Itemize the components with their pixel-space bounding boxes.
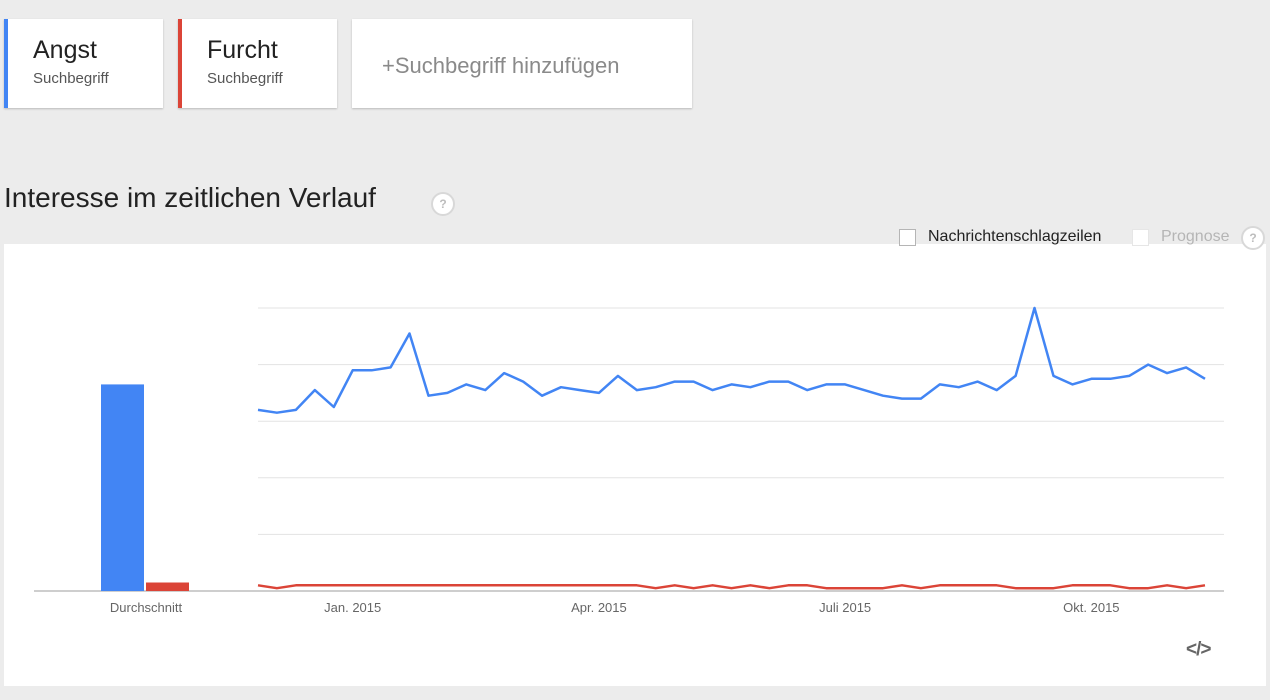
forecast-label: Prognose (1161, 228, 1230, 245)
average-label: Durchschnitt (110, 600, 183, 615)
forecast-help-icon[interactable]: ? (1241, 226, 1265, 250)
term-name: Furcht (207, 36, 278, 64)
embed-code-icon[interactable]: </> (1186, 639, 1212, 660)
average-bar-angst (101, 384, 144, 591)
term-color-bar (178, 19, 182, 108)
term-type: Suchbegriff (33, 70, 109, 87)
term-color-bar (4, 19, 8, 108)
news-headlines-label: Nachrichtenschlagzeilen (928, 228, 1102, 245)
x-tick-label: Apr. 2015 (571, 600, 627, 615)
average-bar-furcht (146, 582, 189, 591)
series-line-angst (257, 306, 1206, 414)
x-tick-label: Jan. 2015 (324, 600, 381, 615)
forecast-checkbox[interactable] (1132, 229, 1149, 246)
term-type: Suchbegriff (207, 70, 283, 87)
series-line-furcht (257, 584, 1206, 590)
term-card-furcht[interactable]: Furcht Suchbegriff (178, 19, 337, 108)
x-tick-label: Juli 2015 (819, 600, 871, 615)
x-tick-label: Okt. 2015 (1063, 600, 1119, 615)
news-headlines-checkbox[interactable] (899, 229, 916, 246)
help-icon[interactable]: ? (431, 192, 455, 216)
section-title: Interesse im zeitlichen Verlauf (4, 182, 376, 213)
add-term-button[interactable]: +Suchbegriff hinzufügen (352, 19, 692, 108)
term-card-angst[interactable]: Angst Suchbegriff (4, 19, 163, 108)
plus-icon: + (382, 53, 395, 78)
chart-panel (4, 244, 1266, 686)
term-name: Angst (33, 36, 97, 64)
add-term-label: +Suchbegriff hinzufügen (382, 53, 620, 78)
